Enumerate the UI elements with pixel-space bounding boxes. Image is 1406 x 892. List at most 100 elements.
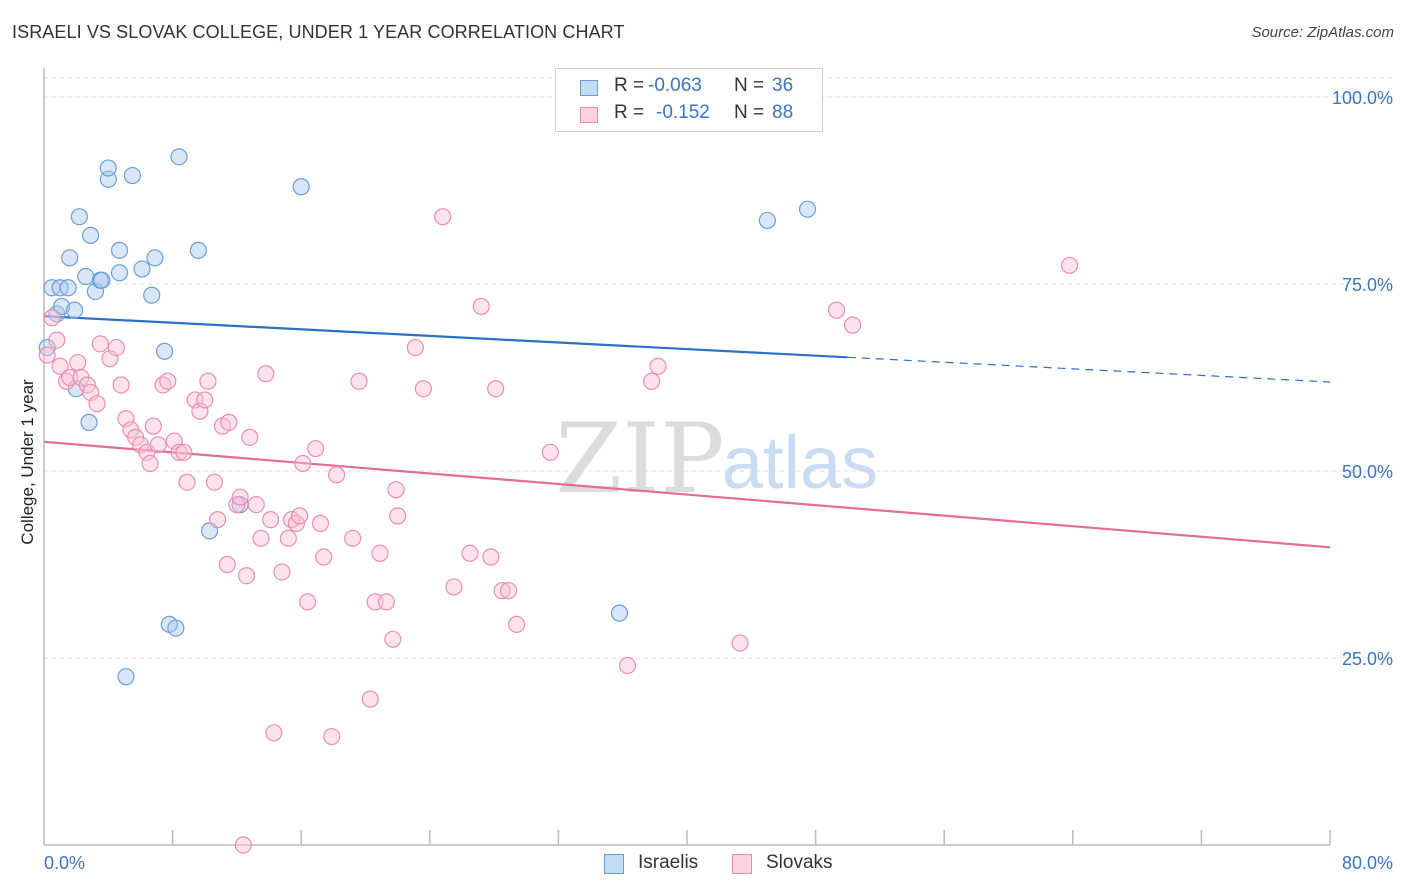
slovaks-point-70: [461, 544, 479, 562]
israelis-trend-line: [43, 315, 848, 359]
israelis-point-11: [80, 413, 98, 431]
slovaks-point-75: [499, 582, 518, 600]
slovaks-point-77: [541, 443, 559, 461]
bottom-legend-swatch-israelis: [604, 854, 624, 874]
slovaks-point-37: [218, 555, 236, 574]
slovaks-point-58: [350, 372, 368, 390]
slovaks-point-61: [371, 544, 389, 562]
slovaks-point-3: [51, 357, 69, 375]
n-label: N =: [734, 75, 765, 96]
israelis-point-7: [65, 301, 84, 319]
israelis-point-31: [292, 178, 310, 196]
slovaks-point-10: [88, 395, 106, 413]
slovaks-point-79: [643, 372, 661, 390]
israelis-point-35: [117, 668, 135, 686]
slovaks-point-25: [165, 432, 183, 450]
y-tick-label-3: 100.0%: [1332, 88, 1393, 108]
slovaks-point-14: [112, 376, 130, 394]
tick-labels: 25.0% 50.0% 75.0% 100.0% 0.0% 80.0%: [44, 88, 1393, 873]
slovaks-point-0: [38, 346, 56, 364]
slovaks-point-65: [389, 507, 407, 525]
slovaks-point-84: [1060, 256, 1079, 274]
n-value: 88: [772, 102, 794, 123]
israelis-point-17: [99, 159, 117, 177]
slovaks-point-39: [231, 488, 249, 506]
source-label: Source: ZipAtlas.com: [1251, 24, 1394, 41]
bottom-legend-swatch-slovaks: [732, 854, 752, 874]
slovaks-point-30: [191, 402, 209, 420]
israelis-point-10: [77, 267, 95, 286]
slovaks-point-32: [199, 372, 217, 390]
israelis-point-34: [798, 200, 817, 218]
bottom-legend-label-slovaks: Slovaks: [766, 852, 833, 873]
axes: [43, 68, 1331, 846]
slovaks-point-64: [387, 481, 405, 499]
slovaks-point-71: [472, 297, 490, 316]
legend-swatch-slovaks: [580, 107, 598, 123]
slovaks-point-78: [618, 656, 637, 675]
slovaks-point-1: [43, 309, 61, 327]
series-slovaks: [38, 208, 1079, 854]
israelis-point-20: [123, 166, 142, 185]
israelis-point-4: [53, 297, 71, 316]
slovaks-point-68: [434, 208, 452, 226]
slovaks-point-82: [827, 301, 846, 319]
israelis-point-33: [758, 211, 776, 230]
slovaks-point-13: [107, 338, 125, 357]
slovaks-point-54: [311, 514, 330, 532]
israelis-point-12: [82, 226, 100, 244]
israelis-point-28: [189, 241, 207, 259]
x-tick-label-1: 80.0%: [1342, 853, 1393, 873]
slovaks-point-73: [487, 380, 505, 398]
israelis-point-15: [93, 271, 111, 289]
slovaks-point-31: [196, 391, 214, 409]
slovaks-point-72: [482, 548, 500, 566]
israelis-point-18: [110, 241, 129, 259]
bottom-legend-label-israelis: Israelis: [638, 852, 699, 873]
slovaks-point-41: [241, 428, 259, 446]
slovaks-point-81: [731, 634, 749, 652]
slovaks-point-62: [377, 593, 395, 611]
slovaks-point-86: [323, 727, 341, 746]
slovaks-point-40: [237, 567, 256, 585]
slovaks-point-83: [843, 316, 862, 334]
slovaks-point-55: [315, 548, 333, 566]
y-tick-label-1: 50.0%: [1342, 462, 1393, 482]
slovaks-point-22: [149, 436, 167, 454]
slovaks-point-44: [257, 365, 275, 383]
slovaks-point-27: [175, 443, 193, 461]
legend-swatch-israelis: [580, 80, 598, 96]
slovaks-point-15: [117, 410, 135, 428]
slovaks-point-20: [141, 454, 159, 473]
watermark: ZIP atlas: [555, 403, 878, 515]
israelis-point-6: [61, 249, 79, 267]
watermark-zip: ZIP: [555, 403, 724, 515]
slovaks-point-29: [186, 391, 204, 409]
slovaks-point-46: [273, 563, 291, 581]
slovaks-point-34: [209, 511, 227, 529]
slovaks-point-76: [508, 615, 526, 633]
slovaks-trend-line: [43, 440, 1331, 549]
israelis-point-9: [70, 208, 88, 226]
slovaks-point-67: [414, 380, 432, 398]
slovaks-point-11: [91, 335, 109, 353]
slovaks-point-45: [262, 511, 280, 529]
slovaks-point-43: [252, 529, 270, 547]
slovaks-point-52: [299, 593, 317, 611]
slovaks-point-36: [220, 413, 238, 431]
israelis-point-19: [110, 264, 129, 282]
r-label: R =: [614, 102, 645, 123]
n-label: N =: [734, 102, 765, 123]
trend-lines: [43, 315, 1331, 549]
israelis-point-5: [59, 279, 77, 297]
slovaks-point-47: [279, 529, 297, 547]
slovaks-point-53: [307, 439, 325, 458]
israelis-trend-extension: [847, 356, 1331, 383]
y-tick-label-0: 25.0%: [1342, 649, 1393, 669]
slovaks-point-57: [344, 529, 362, 547]
slovaks-point-42: [247, 496, 265, 514]
r-value: -0.152: [656, 102, 710, 123]
data-points: [38, 148, 1079, 854]
slovaks-point-80: [649, 357, 667, 375]
